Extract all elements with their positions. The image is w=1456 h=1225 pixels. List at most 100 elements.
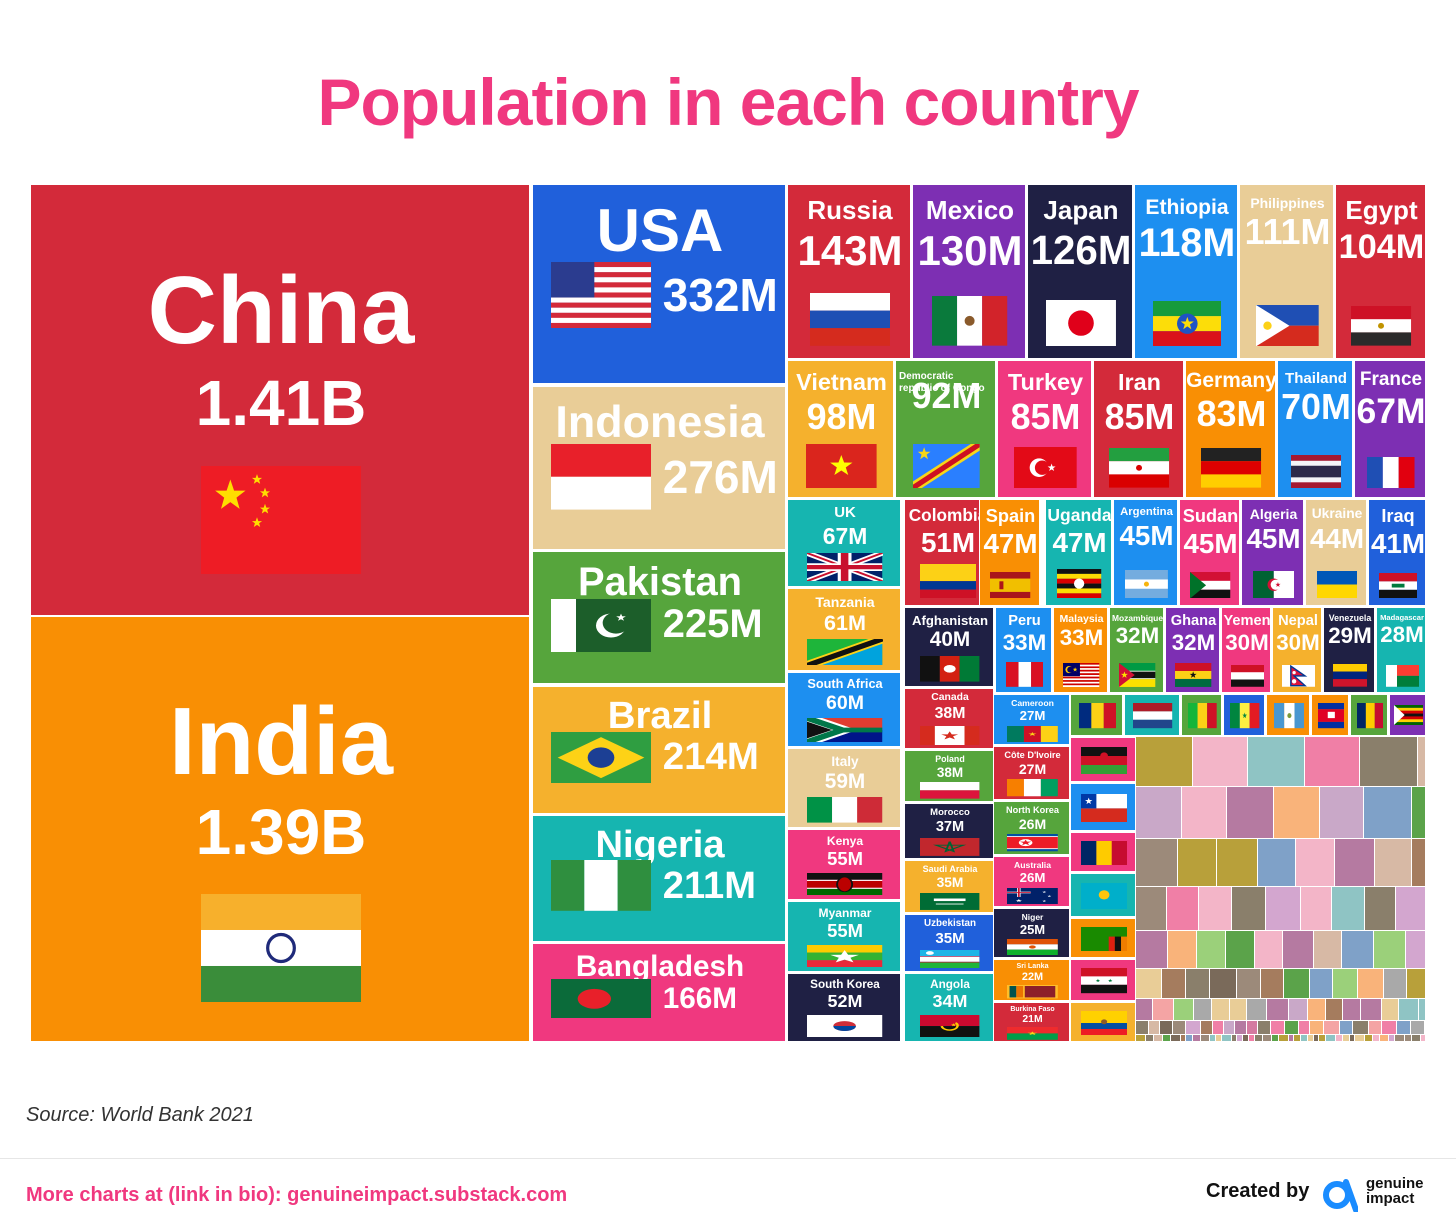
tiny-country-tile: [1284, 969, 1309, 998]
japan-flag-icon: [1046, 299, 1116, 346]
source-note: Source: World Bank 2021: [26, 1104, 254, 1126]
tiny-country-tile: [1301, 887, 1331, 930]
tiny-country-tile: [1399, 999, 1418, 1020]
tiny-country-tile: [1389, 1035, 1394, 1041]
tiny-country-tile: [1162, 969, 1185, 998]
footer-link[interactable]: More charts at (link in bio): genuineimp…: [26, 1184, 568, 1206]
cambodia-flag-icon: [1317, 703, 1345, 729]
population-value: 25M: [1019, 922, 1046, 938]
country-name: Indonesia: [555, 397, 765, 448]
tiny-country-tile: [1201, 1021, 1212, 1034]
tiny-country-tile: [1216, 1035, 1221, 1041]
tiny-country-tile: [1305, 737, 1359, 786]
country-name: Iran: [1117, 368, 1161, 395]
tile-unlabeled-country: [1266, 694, 1310, 736]
tile-poland: Poland 38M: [904, 750, 994, 802]
genuine-impact-logo-icon: [1323, 1179, 1358, 1212]
population-value: 70M: [1281, 386, 1351, 427]
canada-flag-icon: [920, 725, 980, 746]
tiny-country-tile: [1136, 1035, 1145, 1041]
tile-uzbekistan: Uzbekistan 35M: [904, 914, 994, 972]
tile-japan: Japan 126M: [1027, 184, 1133, 359]
tile-uk: UK 67M: [787, 499, 901, 587]
brand-logo: genuine impact: [1366, 1176, 1424, 1206]
population-value: 40M: [929, 628, 971, 652]
tiny-country-tile: [1248, 737, 1304, 786]
tiny-country-tile: [1136, 887, 1166, 930]
tiny-country-tile: [1407, 969, 1425, 998]
tiny-country-tile: [1227, 787, 1273, 838]
population-value: 45M: [1119, 519, 1174, 551]
tiny-country-tile: [1243, 1035, 1248, 1041]
tiny-country-tile: [1412, 839, 1425, 886]
country-name: Democratic republic of Congo: [899, 370, 985, 394]
tiny-country-tile: [1136, 999, 1152, 1020]
tiny-country-tile: [1210, 969, 1236, 998]
tiny-country-tile: [1232, 1035, 1236, 1041]
tiny-country-tile: [1136, 1021, 1148, 1034]
tiny-country-tile: [1333, 969, 1357, 998]
tiny-country-tile: [1310, 969, 1332, 998]
tiny-country-tile: [1285, 1021, 1298, 1034]
tiny-country-tile: [1160, 1021, 1172, 1034]
tiny-country-tile: [1258, 1021, 1270, 1034]
tiny-country-tile: [1279, 1035, 1288, 1041]
tiny-country-tile: [1247, 999, 1266, 1020]
population-value: 143M: [797, 226, 903, 274]
tile-peru: Peru 33M: [995, 607, 1052, 693]
ecuador-flag-icon: [1080, 1011, 1128, 1035]
tiny-country-tile: [1405, 1035, 1411, 1041]
tiny-country-tile: [1149, 1021, 1159, 1034]
tile-unlabeled-country: [1070, 737, 1136, 782]
country-name: Russia: [807, 195, 893, 226]
sudan-flag-icon: [1190, 571, 1231, 599]
tiny-country-tile: [1154, 1035, 1162, 1041]
population-value: 30M: [1276, 630, 1320, 656]
tiny-country-tile: [1335, 839, 1374, 886]
tiny-country-tile: [1365, 1035, 1372, 1041]
population-value: 60M: [826, 692, 864, 715]
tiny-country-tile: [1232, 887, 1265, 930]
tiny-country-tile: [1299, 1021, 1309, 1034]
tiny-country-tile: [1369, 1021, 1381, 1034]
tile-bangladesh: Bangladesh 166M: [532, 943, 786, 1042]
country-name: Malaysia: [1059, 613, 1104, 626]
population-value: 45M: [1183, 528, 1238, 560]
tile-algeria: Algeria 45M: [1241, 499, 1304, 606]
tiny-country-tile: [1255, 931, 1282, 968]
zambia-flag-icon: [1080, 927, 1128, 951]
tiny-country-tile: [1224, 1021, 1234, 1034]
country-name: Mozambique: [1111, 613, 1164, 624]
iran-flag-icon: [1109, 448, 1170, 488]
tile-venezuela: Venezuela 29M: [1323, 607, 1375, 693]
tile-canada: Canada 38M: [904, 688, 994, 749]
tile-iraq: Iraq 41M: [1368, 499, 1426, 606]
tiny-country-tile: [1342, 931, 1373, 968]
tile-unlabeled-country: [1311, 694, 1349, 736]
population-value: 111M: [1244, 211, 1331, 252]
tiny-country-tile: [1350, 1035, 1354, 1041]
tile-kenya: Kenya 55M: [787, 829, 901, 900]
tiny-country-tile: [1168, 931, 1196, 968]
tile-sudan: Sudan 45M: [1179, 499, 1240, 606]
philippines-flag-icon: [1256, 304, 1319, 346]
tiny-country-tile: [1213, 1021, 1223, 1034]
tile-russia: Russia 143M: [787, 184, 911, 359]
thailand-flag-icon: [1290, 454, 1342, 488]
france-flag-icon: [1367, 456, 1415, 488]
ethiopia-flag-icon: [1152, 300, 1222, 346]
country-name: Côte D'Ivoire: [1004, 749, 1061, 760]
tile-malaysia: Malaysia 33M: [1053, 607, 1108, 693]
tile-usa: USA 332M: [532, 184, 786, 384]
country-name: Colombia: [908, 505, 988, 526]
malawi-flag-icon: [1080, 747, 1128, 774]
tiny-country-tile: [1373, 1035, 1379, 1041]
population-value: 38M: [934, 705, 966, 723]
tile-sri-lanka: Sri Lanka 22M: [993, 959, 1070, 1001]
country-name: Peru: [1008, 613, 1041, 630]
india-flag-icon: [201, 893, 361, 1002]
tile-argentina: Argentina 45M: [1113, 499, 1178, 606]
tiny-country-tile: [1182, 787, 1226, 838]
tiny-country-tile: [1421, 1035, 1425, 1041]
population-value: 55M: [827, 920, 863, 942]
